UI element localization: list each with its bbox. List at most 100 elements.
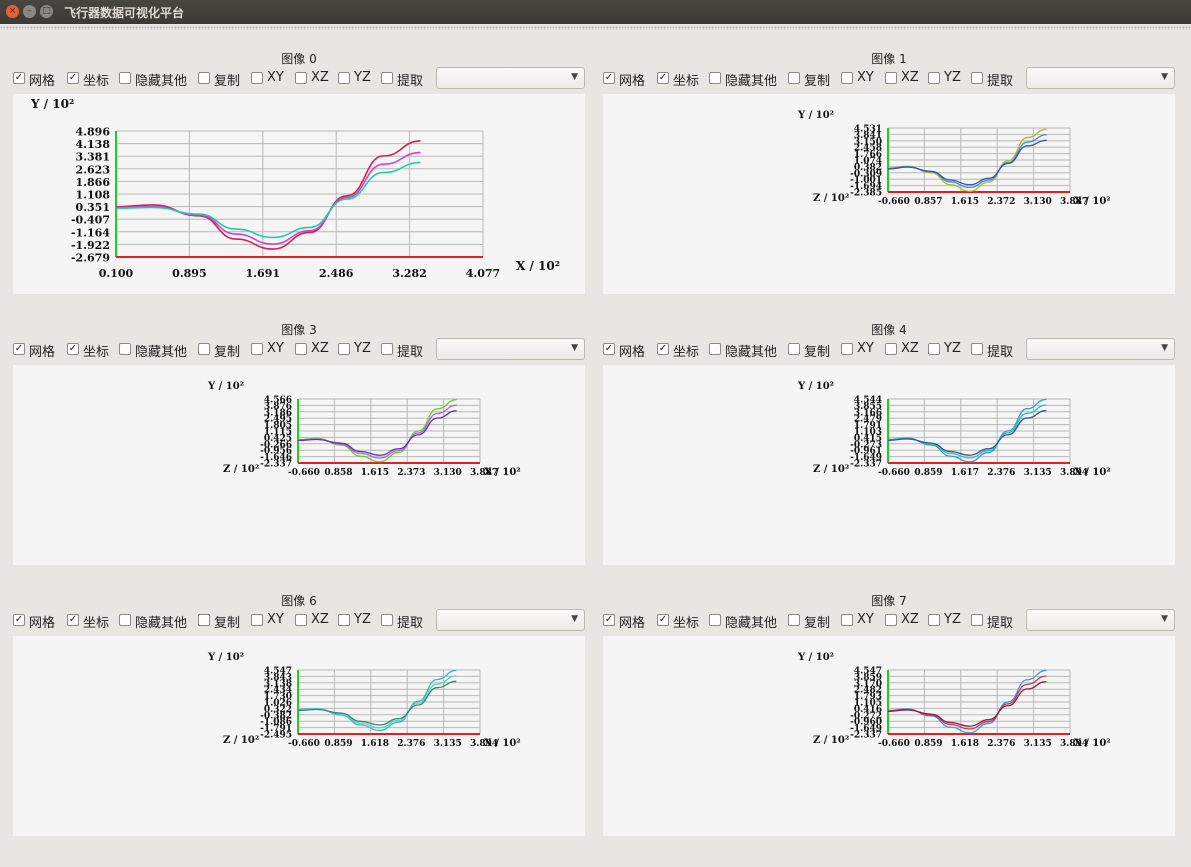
copy-label[interactable]: 复制 <box>804 612 830 631</box>
xz-checkbox[interactable] <box>885 343 897 355</box>
yz-checkbox[interactable] <box>338 72 350 84</box>
extract-checkbox[interactable] <box>971 72 983 84</box>
xy-label[interactable]: XY <box>267 341 284 356</box>
grid-label[interactable]: 网格 <box>29 341 55 360</box>
extract-label[interactable]: 提取 <box>987 341 1013 360</box>
yz-checkbox[interactable] <box>338 614 350 626</box>
axes-label[interactable]: 坐标 <box>83 612 109 631</box>
plot-canvas[interactable]: 4.566 3.876 3.186 2.495 1.805 1.115 0.425 -0.26… <box>13 365 585 565</box>
hide-others-label[interactable]: 隐藏其他 <box>725 612 777 631</box>
hide-others-checkbox[interactable] <box>119 614 131 626</box>
copy-checkbox[interactable] <box>788 614 800 626</box>
series-select[interactable]: ▼ <box>1026 609 1175 631</box>
hide-others-checkbox[interactable] <box>119 343 131 355</box>
xy-label[interactable]: XY <box>267 612 284 627</box>
xz-checkbox[interactable] <box>885 614 897 626</box>
xz-checkbox[interactable] <box>295 343 307 355</box>
xz-checkbox[interactable] <box>295 72 307 84</box>
plot-canvas[interactable]: 4.547 3.859 3.170 2.482 1.793 1.105 0.416 -0.27… <box>603 636 1175 836</box>
yz-label[interactable]: YZ <box>354 612 371 627</box>
extract-label[interactable]: 提取 <box>987 70 1013 89</box>
grid-label[interactable]: 网格 <box>619 341 645 360</box>
hide-others-checkbox[interactable] <box>709 72 721 84</box>
hide-others-label[interactable]: 隐藏其他 <box>135 70 187 89</box>
xz-checkbox[interactable] <box>295 614 307 626</box>
xz-label[interactable]: XZ <box>311 341 329 356</box>
axes-checkbox[interactable]: ✓ <box>657 343 669 355</box>
yz-label[interactable]: YZ <box>354 70 371 85</box>
yz-checkbox[interactable] <box>928 614 940 626</box>
copy-checkbox[interactable] <box>198 614 210 626</box>
xy-label[interactable]: XY <box>857 70 874 85</box>
grid-checkbox[interactable]: ✓ <box>603 343 615 355</box>
hide-others-checkbox[interactable] <box>709 343 721 355</box>
hide-others-label[interactable]: 隐藏其他 <box>135 612 187 631</box>
hide-others-checkbox[interactable] <box>119 72 131 84</box>
axes-checkbox[interactable]: ✓ <box>657 72 669 84</box>
copy-label[interactable]: 复制 <box>214 612 240 631</box>
yz-checkbox[interactable] <box>338 343 350 355</box>
axes-label[interactable]: 坐标 <box>673 341 699 360</box>
toolbar-grip[interactable] <box>0 26 1191 30</box>
xy-label[interactable]: XY <box>857 612 874 627</box>
copy-label[interactable]: 复制 <box>804 70 830 89</box>
plot-canvas[interactable]: 4.896 4.138 3.381 2.623 1.866 1.108 0.351 -0.40… <box>13 94 585 294</box>
grid-checkbox[interactable]: ✓ <box>13 72 25 84</box>
maximize-window-button[interactable]: □ <box>40 5 53 18</box>
grid-label[interactable]: 网格 <box>29 612 55 631</box>
extract-label[interactable]: 提取 <box>397 70 423 89</box>
extract-checkbox[interactable] <box>971 343 983 355</box>
series-select[interactable]: ▼ <box>436 67 585 89</box>
axes-checkbox[interactable]: ✓ <box>67 72 79 84</box>
axes-label[interactable]: 坐标 <box>83 341 109 360</box>
series-select[interactable]: ▼ <box>436 338 585 360</box>
yz-label[interactable]: YZ <box>944 612 961 627</box>
grid-label[interactable]: 网格 <box>29 70 55 89</box>
xy-label[interactable]: XY <box>857 341 874 356</box>
copy-label[interactable]: 复制 <box>804 341 830 360</box>
minimize-window-button[interactable]: – <box>23 5 36 18</box>
axes-checkbox[interactable]: ✓ <box>657 614 669 626</box>
xz-label[interactable]: XZ <box>311 612 329 627</box>
grid-label[interactable]: 网格 <box>619 612 645 631</box>
xz-label[interactable]: XZ <box>901 341 919 356</box>
extract-checkbox[interactable] <box>381 343 393 355</box>
xy-label[interactable]: XY <box>267 70 284 85</box>
close-window-button[interactable]: × <box>6 5 19 18</box>
axes-label[interactable]: 坐标 <box>673 612 699 631</box>
series-select[interactable]: ▼ <box>1026 67 1175 89</box>
xz-label[interactable]: XZ <box>901 70 919 85</box>
hide-others-label[interactable]: 隐藏其他 <box>725 70 777 89</box>
copy-checkbox[interactable] <box>198 72 210 84</box>
grid-checkbox[interactable]: ✓ <box>603 72 615 84</box>
xy-checkbox[interactable] <box>251 72 263 84</box>
series-select[interactable]: ▼ <box>436 609 585 631</box>
xy-checkbox[interactable] <box>841 343 853 355</box>
plot-canvas[interactable]: 4.531 3.841 3.150 2.458 1.766 1.074 0.382 -0.30… <box>603 94 1175 294</box>
xz-label[interactable]: XZ <box>901 612 919 627</box>
yz-label[interactable]: YZ <box>354 341 371 356</box>
copy-checkbox[interactable] <box>788 343 800 355</box>
plot-canvas[interactable]: 4.547 3.843 3.138 2.434 1.730 1.026 0.322 -0.38… <box>13 636 585 836</box>
series-select[interactable]: ▼ <box>1026 338 1175 360</box>
grid-label[interactable]: 网格 <box>619 70 645 89</box>
axes-label[interactable]: 坐标 <box>83 70 109 89</box>
yz-checkbox[interactable] <box>928 343 940 355</box>
yz-label[interactable]: YZ <box>944 70 961 85</box>
grid-checkbox[interactable]: ✓ <box>603 614 615 626</box>
copy-checkbox[interactable] <box>788 72 800 84</box>
xy-checkbox[interactable] <box>841 72 853 84</box>
grid-checkbox[interactable]: ✓ <box>13 343 25 355</box>
hide-others-label[interactable]: 隐藏其他 <box>135 341 187 360</box>
yz-checkbox[interactable] <box>928 72 940 84</box>
xy-checkbox[interactable] <box>251 614 263 626</box>
extract-label[interactable]: 提取 <box>987 612 1013 631</box>
extract-checkbox[interactable] <box>381 72 393 84</box>
xy-checkbox[interactable] <box>251 343 263 355</box>
extract-checkbox[interactable] <box>381 614 393 626</box>
yz-label[interactable]: YZ <box>944 341 961 356</box>
xz-label[interactable]: XZ <box>311 70 329 85</box>
xz-checkbox[interactable] <box>885 72 897 84</box>
plot-canvas[interactable]: 4.544 3.855 3.166 2.479 1.791 1.103 0.415 -0.27… <box>603 365 1175 565</box>
hide-others-checkbox[interactable] <box>709 614 721 626</box>
